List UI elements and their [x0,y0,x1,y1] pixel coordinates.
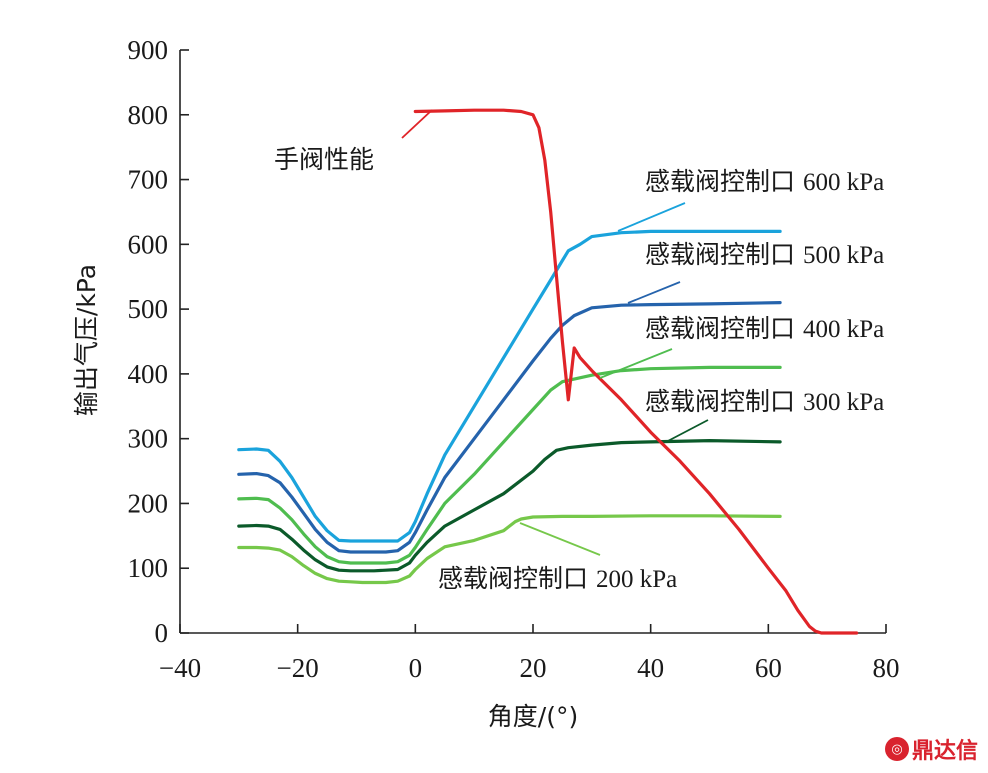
x-tick-label: −20 [277,653,319,683]
x-tick-label: 80 [873,653,900,683]
annotation-label-text: 感载阀控制口 [645,167,795,196]
y-tick-label: 300 [128,424,169,454]
annotation-label-text: 感载阀控制口 [438,564,588,593]
x-tick-label: 0 [409,653,423,683]
x-tick-label: 20 [520,653,547,683]
annotation-label-text: 感载阀控制口 [645,240,795,269]
annotation-label-value: 300 kPa [803,389,884,416]
annotation-leader-line [519,522,601,556]
series-line-4 [237,439,782,573]
x-tick-label: 60 [755,653,782,683]
annotation-leader-line [599,348,673,379]
annotation-label: 感载阀控制口 500 kPa [645,240,884,269]
annotation-label: 手阀性能 [274,145,374,174]
y-tick-label: 600 [128,229,169,259]
plot-area: 0 100 200 300 400 500 600 700 800 900 −40 −20 0 20 40… [128,35,900,683]
annotation-label: 感载阀控制口 600 kPa [645,167,884,196]
annotation-label: 感载阀控制口 400 kPa [645,314,884,343]
annotation-label-value: 400 kPa [803,316,884,343]
annotation-label: 感载阀控制口 200 kPa [438,564,677,593]
annotation-label: 感载阀控制口 300 kPa [645,387,884,416]
annotation-label-text: 感载阀控制口 [645,387,795,416]
annotation-label-text: 手阀性能 [274,145,374,174]
y-tick-label: 400 [128,359,169,389]
annotation-label-value: 500 kPa [803,242,884,269]
x-tick-label: 40 [637,653,664,683]
y-tick-label: 200 [128,488,169,518]
watermark-logo: ◎ 鼎达信 [884,733,978,765]
x-axis-title: 角度/(°) [488,702,578,731]
annotation-label-value: 200 kPa [596,566,677,593]
y-tick-label: 800 [128,100,169,130]
watermark-text: 鼎达信 [911,739,978,764]
series-layer [237,108,859,635]
series-line-1 [237,229,782,543]
series-line-3 [237,365,782,565]
y-axis-title: 输出气压/kPa [72,264,101,416]
series-line-0 [413,108,859,635]
x-ticks: −40 −20 0 20 40 60 80 [159,624,900,683]
annotation-leader-line [665,419,709,443]
series-line-2 [237,301,782,554]
annotation-leader-line [617,202,686,232]
series-line-5 [237,514,782,585]
annotation-label-value: 600 kPa [803,169,884,196]
y-tick-label: 900 [128,35,169,65]
y-tick-label: 700 [128,165,169,195]
y-tick-label: 0 [155,618,169,648]
logo-icon: ◎ [884,737,909,761]
y-tick-label: 100 [128,553,169,583]
y-tick-label: 500 [128,294,169,324]
x-tick-label: −40 [159,653,201,683]
annotation-leader-line [401,109,433,139]
y-ticks: 0 100 200 300 400 500 600 700 800 900 [128,35,189,648]
annotation-leader-line [627,281,681,304]
annotation-label-text: 感载阀控制口 [645,314,795,343]
